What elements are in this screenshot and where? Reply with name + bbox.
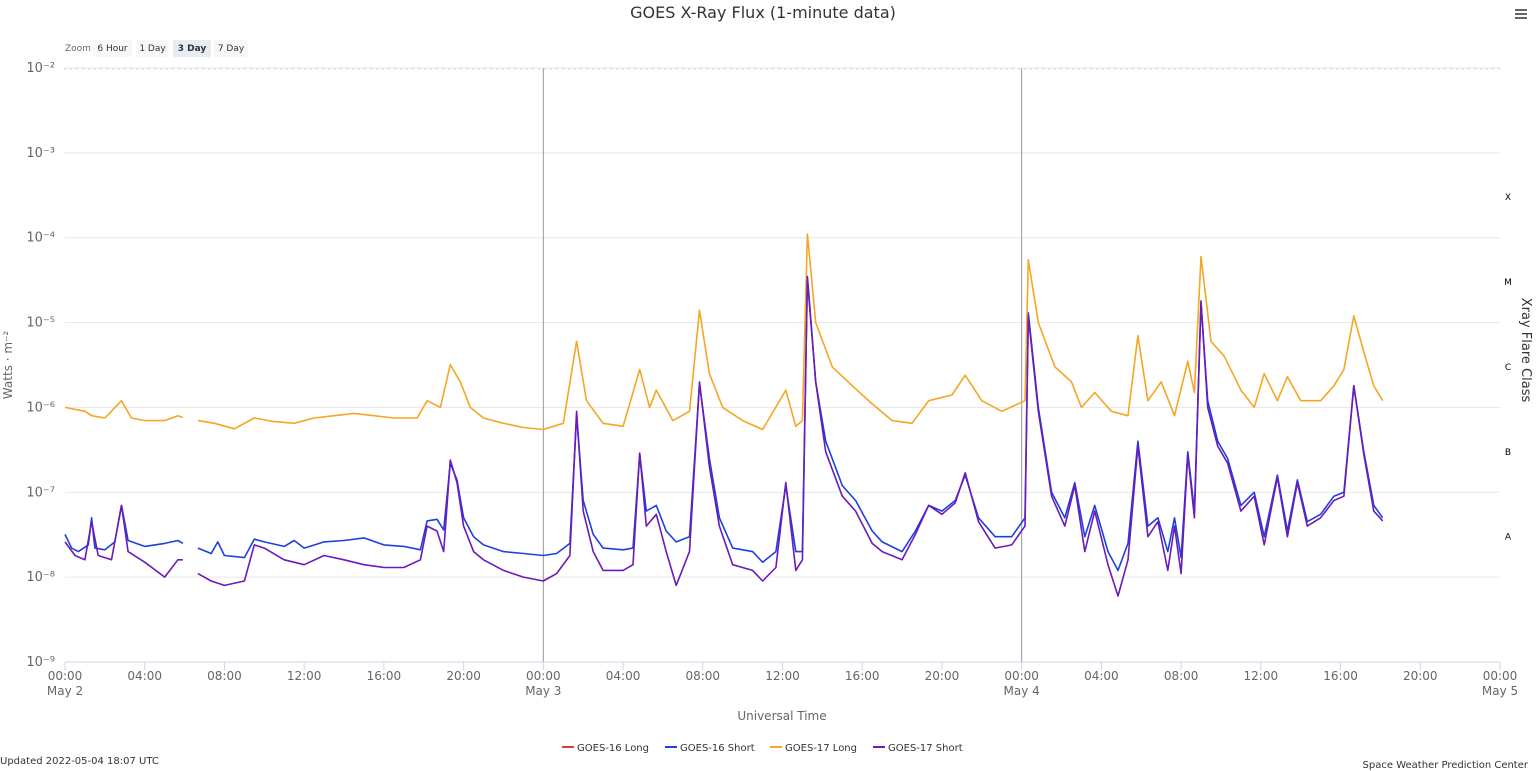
series-line-goes-17-long bbox=[64, 233, 1384, 431]
x-tick-label: 12:00 bbox=[287, 669, 322, 683]
zoom-button-bg bbox=[93, 40, 132, 57]
zoom-button-7-day[interactable]: 7 Day bbox=[214, 40, 248, 57]
flare-class-label: X bbox=[1505, 193, 1511, 203]
x-tick-label: 16:00 bbox=[845, 669, 880, 683]
x-tick-label: 20:00 bbox=[446, 669, 481, 683]
updated-timestamp: Updated 2022-05-04 18:07 UTC bbox=[0, 756, 159, 767]
x-tick-label: 00:00 bbox=[48, 669, 83, 683]
legend-item[interactable]: GOES-16 Short bbox=[665, 743, 755, 754]
y-axis-title: Watts · m⁻² bbox=[1, 331, 15, 400]
flare-class-axis-title: Xray Flare Class bbox=[1518, 298, 1533, 403]
zoom-button-1-day[interactable]: 1 Day bbox=[136, 40, 169, 57]
zoom-button-bg bbox=[173, 40, 211, 57]
x-tick-label: 04:00 bbox=[606, 669, 641, 683]
legend-item[interactable]: GOES-17 Long bbox=[770, 743, 857, 754]
x-tick-label: 08:00 bbox=[207, 669, 242, 683]
zoom-button-label: 7 Day bbox=[218, 44, 245, 54]
legend: GOES-16 Long GOES-16 Short GOES-17 Long GOE… bbox=[562, 743, 963, 754]
zoom-button-label: 3 Day bbox=[178, 44, 207, 54]
x-tick-label: 20:00 bbox=[1403, 669, 1438, 683]
x-tick-label: 08:00 bbox=[685, 669, 720, 683]
legend-item[interactable]: GOES-17 Short bbox=[873, 743, 963, 754]
y-tick-label: 10⁻⁶ bbox=[26, 400, 55, 415]
y-tick-label: 10⁻⁴ bbox=[26, 231, 55, 246]
y-tick-label: 10⁻³ bbox=[26, 146, 55, 161]
zoom-button-bg bbox=[214, 40, 248, 57]
x-tick-date-label: May 2 bbox=[47, 684, 83, 698]
zoom-label: Zoom bbox=[65, 44, 91, 54]
x-tick-label: 20:00 bbox=[925, 669, 960, 683]
zoom-button-6-hour[interactable]: 6 Hour bbox=[93, 40, 132, 57]
x-tick-label: 12:00 bbox=[765, 669, 800, 683]
plot-area bbox=[65, 68, 1500, 662]
zoom-control: Zoom 6 Hour 1 Day 3 Day 7 Day bbox=[65, 40, 248, 57]
legend-label: GOES-17 Long bbox=[785, 743, 857, 754]
credit-text: Space Weather Prediction Center bbox=[1363, 760, 1529, 771]
hamburger-icon bbox=[1515, 9, 1527, 19]
flare-class-label: M bbox=[1504, 278, 1512, 288]
legend-label: GOES-16 Short bbox=[680, 743, 755, 754]
legend-label: GOES-17 Short bbox=[888, 743, 963, 754]
x-tick-label: 12:00 bbox=[1244, 669, 1279, 683]
series-line-goes-17-short bbox=[64, 275, 1384, 597]
legend-item[interactable]: GOES-16 Long bbox=[562, 743, 649, 754]
x-tick-label: 00:00 bbox=[1483, 669, 1518, 683]
x-tick-date-label: May 5 bbox=[1482, 684, 1518, 698]
y-tick-label: 10⁻⁷ bbox=[26, 485, 55, 500]
chart-menu-button[interactable] bbox=[1508, 4, 1532, 26]
x-tick-date-label: May 3 bbox=[525, 684, 561, 698]
y-tick-label: 10⁻⁹ bbox=[26, 655, 55, 670]
zoom-button-label: 6 Hour bbox=[97, 44, 128, 54]
x-tick-label: 04:00 bbox=[1084, 669, 1119, 683]
flare-class-label: C bbox=[1505, 363, 1511, 373]
x-tick-label: 16:00 bbox=[1323, 669, 1358, 683]
legend-label: GOES-16 Long bbox=[577, 743, 649, 754]
chart-title: GOES X-Ray Flux (1-minute data) bbox=[630, 3, 896, 22]
zoom-button-3-day[interactable]: 3 Day bbox=[173, 40, 211, 57]
flare-class-label: B bbox=[1505, 448, 1511, 458]
x-tick-label: 16:00 bbox=[367, 669, 402, 683]
x-tick-label: 04:00 bbox=[127, 669, 162, 683]
y-tick-label: 10⁻⁸ bbox=[26, 570, 55, 585]
x-tick-date-label: May 4 bbox=[1004, 684, 1040, 698]
zoom-button-bg bbox=[136, 40, 169, 57]
x-tick-label: 00:00 bbox=[526, 669, 561, 683]
flare-class-label: A bbox=[1505, 533, 1512, 543]
y-tick-label: 10⁻⁵ bbox=[26, 316, 55, 331]
zoom-button-label: 1 Day bbox=[139, 44, 166, 54]
x-tick-label: 08:00 bbox=[1164, 669, 1199, 683]
x-axis-title: Universal Time bbox=[737, 709, 826, 723]
y-tick-label: 10⁻² bbox=[26, 61, 55, 76]
x-tick-label: 00:00 bbox=[1004, 669, 1039, 683]
